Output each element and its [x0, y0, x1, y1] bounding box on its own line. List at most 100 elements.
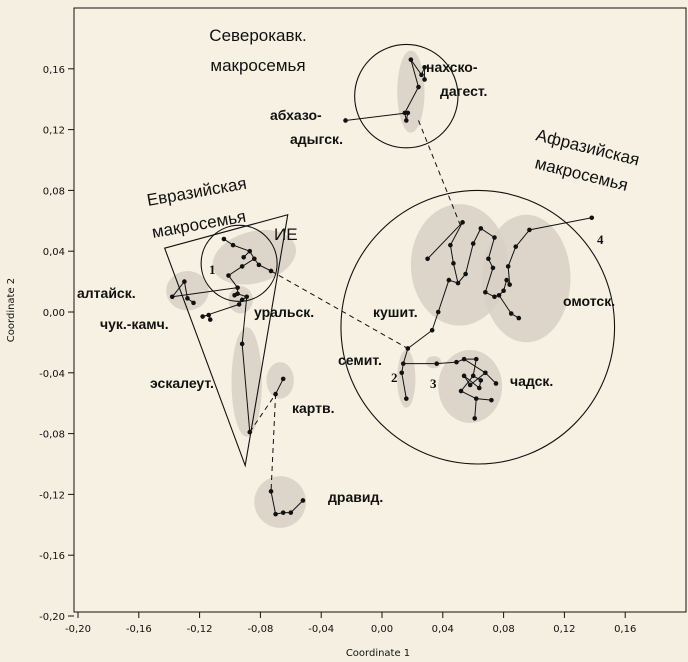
- family-label: алтайск.: [77, 285, 136, 301]
- x-tick-label: 0,16: [614, 624, 636, 635]
- data-point: [226, 273, 231, 278]
- family-label: уральск.: [254, 304, 314, 320]
- data-point: [182, 279, 187, 284]
- number-label: 4: [597, 232, 604, 247]
- tree-edge: [449, 222, 464, 246]
- data-point: [492, 235, 497, 240]
- data-point: [230, 242, 236, 248]
- plot-area: [73, 7, 687, 613]
- y-tick-label: 0,00: [43, 308, 65, 319]
- data-point: [422, 77, 427, 82]
- dashed-link: [418, 120, 462, 228]
- data-point: [247, 248, 253, 254]
- y-tick-label: -0,04: [39, 369, 65, 380]
- tree-edge: [463, 375, 480, 389]
- data-point: [343, 118, 348, 123]
- data-point: [405, 346, 411, 351]
- macrofamily-circle: [354, 43, 459, 149]
- data-point: [239, 264, 245, 269]
- x-tick-label: 0,00: [371, 624, 393, 635]
- macrofamily-circle: [200, 224, 278, 302]
- tree-edge: [228, 275, 239, 288]
- tree-edge: [507, 246, 517, 267]
- data-point: [478, 378, 484, 383]
- tree-edge: [498, 295, 512, 314]
- data-point: [268, 268, 274, 274]
- tree-edge: [402, 348, 409, 364]
- family-label: дагест.: [440, 83, 487, 99]
- y-tick-label: -0,12: [39, 490, 65, 501]
- data-point: [405, 110, 411, 116]
- data-point: [496, 292, 502, 298]
- data-point: [280, 510, 286, 515]
- data-point: [422, 64, 427, 70]
- data-point: [268, 489, 274, 494]
- tree-edge: [431, 311, 439, 331]
- data-point: [504, 277, 509, 283]
- data-point: [434, 361, 440, 366]
- data-point: [435, 309, 441, 315]
- data-point: [288, 510, 294, 515]
- tree-edge: [404, 86, 419, 114]
- data-point: [273, 511, 278, 517]
- cluster-blob: [482, 214, 571, 343]
- tree-edge: [460, 375, 474, 392]
- tree-edge: [460, 390, 477, 400]
- cluster-blob: [397, 50, 425, 133]
- data-point: [458, 388, 464, 394]
- data-point: [472, 416, 478, 421]
- number-label: 2: [391, 370, 398, 385]
- x-tick-label: -0,16: [126, 624, 152, 635]
- macrofamily-circle: [340, 189, 616, 465]
- family-label: чадск.: [510, 373, 553, 389]
- family-label: картв.: [292, 400, 335, 416]
- tree-edge: [472, 228, 482, 244]
- x-tick-label: 0,08: [492, 624, 514, 635]
- data-point: [460, 220, 465, 225]
- tree-edge: [529, 217, 592, 231]
- dashed-link: [249, 393, 277, 433]
- tree-edge: [472, 359, 477, 376]
- macrofamily-label: макросемья: [210, 56, 305, 75]
- data-point: [516, 315, 522, 321]
- tree-edge: [270, 491, 277, 515]
- tree-edge: [452, 263, 459, 284]
- tree-edge: [228, 265, 243, 276]
- dashed-link: [270, 394, 277, 492]
- tree-edge: [480, 227, 495, 238]
- cluster-blob: [231, 327, 262, 437]
- data-point: [589, 215, 595, 221]
- data-point: [408, 57, 414, 62]
- y-tick-label: 0,04: [43, 247, 65, 258]
- family-label: дравид.: [328, 489, 383, 505]
- family-label: кушит.: [373, 304, 418, 320]
- number-label: 3: [430, 376, 437, 391]
- tree-edge: [410, 59, 419, 88]
- x-tick-label: -0,20: [65, 624, 91, 635]
- data-point: [470, 241, 476, 246]
- family-label: семит.: [338, 352, 382, 368]
- tree-edge: [465, 243, 474, 275]
- data-point: [207, 317, 213, 322]
- tree-edge: [241, 343, 251, 433]
- data-point: [239, 297, 245, 303]
- data-point: [206, 312, 212, 318]
- data-point: [419, 72, 424, 78]
- data-point: [404, 118, 409, 123]
- family-label: омотск.: [563, 293, 615, 309]
- data-point: [489, 397, 494, 403]
- data-point: [467, 382, 473, 388]
- data-point: [236, 302, 242, 307]
- data-point: [473, 356, 479, 362]
- data-point: [185, 296, 190, 301]
- data-point: [463, 271, 468, 277]
- tree-edge: [484, 267, 494, 293]
- x-tick-label: 0,12: [553, 624, 575, 635]
- tree-edge: [449, 245, 454, 264]
- y-tick-label: 0,16: [43, 65, 65, 76]
- data-point: [493, 381, 499, 386]
- family-label: чук.-камч.: [100, 316, 169, 332]
- cluster-blob: [410, 204, 509, 326]
- data-point: [425, 256, 430, 262]
- family-label: эскалеут.: [150, 375, 214, 391]
